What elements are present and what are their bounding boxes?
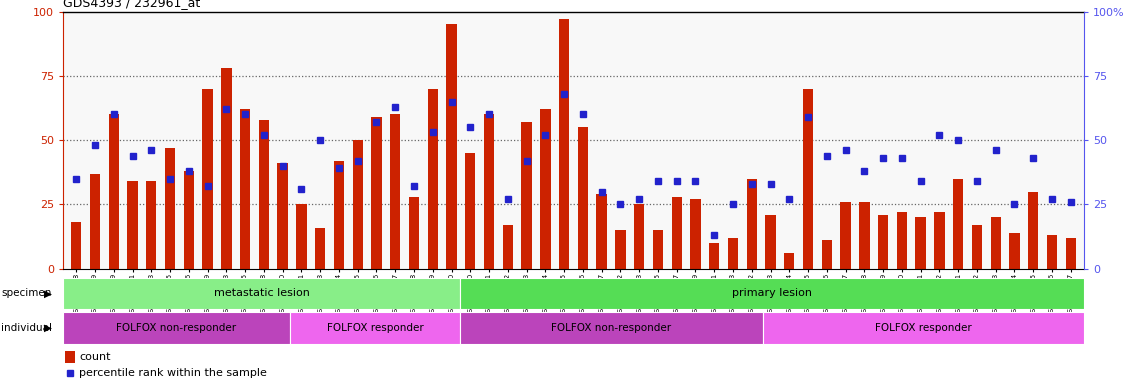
Bar	[540, 109, 551, 269]
Text: ▶: ▶	[44, 323, 52, 333]
Bar	[428, 89, 438, 269]
Text: metastatic lesion: metastatic lesion	[213, 288, 310, 298]
Bar	[1066, 238, 1076, 269]
Bar	[278, 163, 288, 269]
Bar	[522, 122, 532, 269]
Text: percentile rank within the sample: percentile rank within the sample	[79, 368, 267, 379]
Bar	[915, 217, 926, 269]
Text: primary lesion: primary lesion	[732, 288, 812, 298]
Text: FOLFOX non-responder: FOLFOX non-responder	[552, 323, 671, 333]
Bar	[71, 222, 81, 269]
Bar	[146, 181, 156, 269]
Bar	[65, 351, 76, 363]
Text: FOLFOX responder: FOLFOX responder	[327, 323, 423, 333]
Bar	[202, 89, 212, 269]
Bar	[935, 212, 945, 269]
Bar	[240, 109, 250, 269]
Bar	[296, 205, 306, 269]
Bar	[803, 89, 813, 269]
Bar	[109, 114, 119, 269]
Text: FOLFOX non-responder: FOLFOX non-responder	[117, 323, 236, 333]
Text: specimen: specimen	[1, 288, 52, 298]
Bar	[953, 179, 963, 269]
Bar	[859, 202, 869, 269]
Bar	[897, 212, 907, 269]
Text: individual: individual	[1, 323, 52, 333]
Bar	[972, 225, 982, 269]
Bar	[63, 312, 290, 344]
Bar	[690, 199, 701, 269]
Bar	[315, 228, 326, 269]
Bar	[821, 240, 832, 269]
Bar	[578, 127, 588, 269]
Text: count: count	[79, 352, 110, 362]
Text: FOLFOX responder: FOLFOX responder	[875, 323, 972, 333]
Bar	[991, 217, 1001, 269]
Bar	[446, 24, 457, 269]
Bar	[390, 114, 400, 269]
Bar	[653, 230, 663, 269]
Bar	[1047, 235, 1058, 269]
Bar	[877, 215, 888, 269]
Bar	[1009, 233, 1020, 269]
Bar	[484, 114, 494, 269]
Bar	[127, 181, 138, 269]
Bar	[728, 238, 739, 269]
Bar	[89, 174, 100, 269]
Bar	[63, 278, 460, 309]
Bar	[165, 148, 175, 269]
Bar	[841, 202, 851, 269]
Bar	[709, 243, 719, 269]
Text: ▶: ▶	[44, 288, 52, 298]
Bar	[747, 179, 757, 269]
Bar	[763, 312, 1084, 344]
Bar	[460, 278, 1084, 309]
Bar	[671, 197, 681, 269]
Bar	[290, 312, 460, 344]
Bar	[634, 205, 645, 269]
Bar	[1028, 192, 1038, 269]
Bar	[259, 119, 270, 269]
Text: GDS4393 / 232961_at: GDS4393 / 232961_at	[63, 0, 201, 9]
Bar	[460, 312, 763, 344]
Bar	[765, 215, 775, 269]
Bar	[502, 225, 513, 269]
Bar	[559, 19, 569, 269]
Bar	[466, 153, 476, 269]
Bar	[785, 253, 795, 269]
Bar	[408, 197, 419, 269]
Bar	[334, 161, 344, 269]
Bar	[352, 140, 362, 269]
Bar	[372, 117, 382, 269]
Bar	[596, 194, 607, 269]
Bar	[184, 171, 194, 269]
Bar	[221, 68, 232, 269]
Bar	[615, 230, 625, 269]
